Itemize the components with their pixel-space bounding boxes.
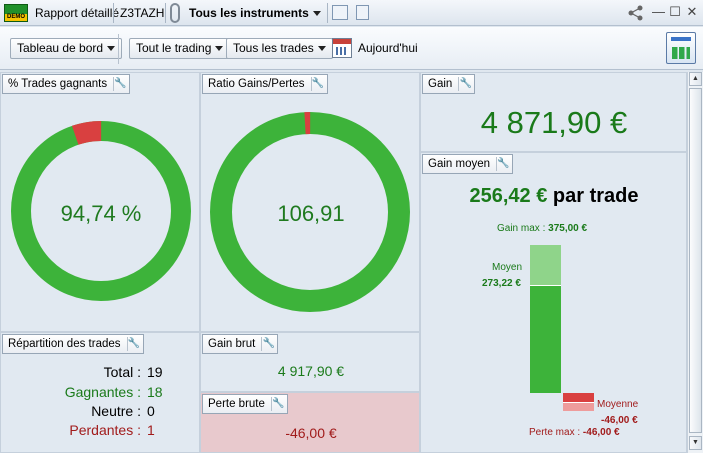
panel-title: Ratio Gains/Pertes 🔧: [202, 74, 328, 94]
gross-gain-panel: Gain brut 🔧 4 917,90 €: [200, 332, 420, 392]
period-button[interactable]: Aujourd'hui: [358, 41, 418, 55]
ratio-panel: Ratio Gains/Pertes 🔧 106,91: [200, 72, 420, 332]
loss-avg-label: Moyenne: [597, 399, 639, 410]
title-bar: DEMO Rapport détaillé Z3TAZH Tous les in…: [0, 0, 703, 26]
loss-avg-value: -46,00 €: [601, 415, 638, 426]
loss-max-line: Perte max : -46,00 €: [529, 427, 620, 438]
winning-value: 18: [147, 384, 163, 400]
trading-filter-dropdown[interactable]: Tout le trading: [129, 38, 231, 59]
avg-gain-headline: 256,42 € par trade: [421, 185, 687, 208]
panel-title: Gain 🔧: [422, 74, 476, 94]
panel-title: Répartition des trades 🔧: [2, 334, 144, 354]
gain-panel: Gain 🔧 4 871,90 €: [420, 72, 687, 152]
trading-filter-label: Tout le trading: [136, 41, 212, 55]
ratio-value: 106,91: [277, 201, 345, 226]
ratio-title: Ratio Gains/Pertes: [208, 78, 305, 90]
gross-gain-value: 4 917,90 €: [277, 363, 345, 379]
donut-loss-segment: [210, 112, 410, 312]
chevron-down-icon: [107, 46, 116, 52]
trades-filter-label: Tous les trades: [233, 41, 314, 55]
avg-gain-suffix: par trade: [552, 185, 639, 207]
gain-max-line: Gain max : 375,00 €: [497, 223, 587, 234]
wrench-icon[interactable]: 🔧: [458, 77, 473, 91]
gain-max-value: 375,00 €: [548, 223, 588, 234]
panel-title: Gain brut 🔧: [202, 334, 279, 354]
scroll-down-icon[interactable]: ▼: [689, 436, 702, 450]
panel-title: Gain moyen 🔧: [422, 154, 514, 174]
chevron-down-icon: [312, 11, 321, 17]
instruments-dropdown[interactable]: Tous les instruments: [189, 0, 321, 26]
toolbar: Tableau de bord Tout le trading Tous les…: [0, 27, 703, 70]
demo-badge-icon: DEMO: [4, 4, 28, 22]
scroll-up-icon[interactable]: ▲: [689, 72, 702, 86]
title-separator: [165, 3, 166, 23]
close-icon[interactable]: ✕: [686, 4, 698, 19]
gross-loss-value: -46,00 €: [285, 425, 337, 441]
minimize-icon[interactable]: —: [652, 4, 665, 19]
title-separator: [113, 3, 114, 23]
chart-window-icon[interactable]: [332, 5, 348, 20]
gross-gain-title: Gain brut: [208, 338, 256, 350]
chain-icon[interactable]: [170, 3, 180, 23]
distribution-title: Répartition des trades: [8, 338, 121, 350]
loss-max-bar: [563, 402, 594, 412]
gain-title: Gain: [428, 78, 453, 90]
chevron-down-icon: [215, 46, 224, 52]
vertical-scrollbar[interactable]: ▲ ▼: [687, 72, 703, 453]
gain-max-label: Gain max :: [497, 223, 546, 234]
gross-loss-panel: Perte brute 🔧 -46,00 €: [200, 392, 420, 453]
dashboard-dropdown-label: Tableau de bord: [17, 41, 104, 55]
wrench-icon[interactable]: 🔧: [113, 77, 127, 91]
title-separator: [327, 3, 328, 23]
dashboard-dropdown[interactable]: Tableau de bord: [10, 38, 123, 59]
panel-title: Perte brute 🔧: [202, 394, 288, 414]
neutral-label: Neutre :: [91, 403, 141, 419]
trades-filter-dropdown[interactable]: Tous les trades: [226, 38, 333, 59]
wrench-icon[interactable]: 🔧: [126, 337, 141, 351]
loss-max-value: -46,00 €: [582, 427, 620, 438]
wrench-icon[interactable]: 🔧: [270, 397, 285, 411]
maximize-icon[interactable]: ☐: [669, 4, 681, 19]
report-title: Rapport détaillé: [35, 6, 120, 20]
copy-icon[interactable]: [356, 5, 369, 20]
wrench-icon[interactable]: 🔧: [496, 157, 510, 171]
demo-badge-text: DEMO: [5, 14, 27, 21]
share-icon[interactable]: [627, 4, 645, 22]
gain-avg-bar: [530, 285, 561, 393]
win-rate-panel: % Trades gagnants 🔧 94,74 %: [0, 72, 200, 332]
chevron-down-icon: [317, 46, 326, 52]
wrench-icon[interactable]: 🔧: [310, 77, 325, 91]
neutral-value: 0: [147, 403, 155, 419]
dashboard-config-icon[interactable]: [666, 32, 696, 64]
avg-gain-panel: Gain moyen 🔧 256,42 € par trade Gain max …: [420, 152, 687, 453]
instruments-dropdown-label: Tous les instruments: [189, 6, 309, 20]
avg-gain-value: 256,42 €: [469, 185, 548, 207]
losing-label: Perdantes :: [69, 422, 141, 438]
win-rate-value: 94,74 %: [60, 201, 142, 226]
win-rate-donut: [11, 121, 191, 301]
scroll-thumb[interactable]: [689, 88, 702, 433]
calendar-icon[interactable]: [332, 38, 352, 58]
wrench-icon[interactable]: 🔧: [261, 337, 276, 351]
win-rate-title: % Trades gagnants: [8, 78, 108, 90]
donut-loss-segment: [11, 121, 191, 301]
winning-label: Gagnantes :: [64, 384, 141, 400]
account-id: Z3TAZH: [120, 6, 165, 20]
total-value: 19: [147, 364, 163, 380]
distribution-panel: Répartition des trades 🔧 Total : 19 Gagna…: [0, 332, 200, 453]
avg-label: Moyen: [492, 262, 523, 273]
panel-title: % Trades gagnants 🔧: [2, 74, 131, 94]
toolbar-separator: [118, 34, 119, 64]
avg-value: 273,22 €: [482, 278, 521, 289]
ratio-donut: [210, 112, 410, 312]
gross-loss-title: Perte brute: [208, 398, 265, 410]
avg-gain-title: Gain moyen: [428, 158, 491, 170]
total-label: Total :: [103, 364, 141, 380]
losing-value: 1: [147, 422, 155, 438]
gain-value: 4 871,90 €: [480, 105, 628, 140]
loss-max-label: Perte max :: [529, 427, 581, 438]
